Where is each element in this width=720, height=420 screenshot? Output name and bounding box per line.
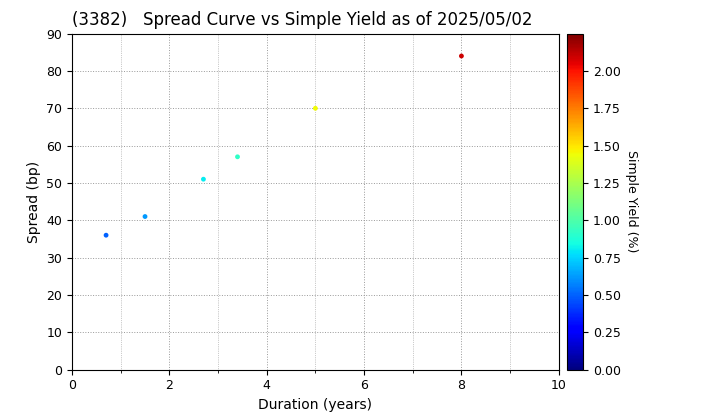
Point	[310, 105, 321, 112]
Y-axis label: Spread (bp): Spread (bp)	[27, 160, 41, 243]
X-axis label: Duration (years): Duration (years)	[258, 398, 372, 412]
Point	[198, 176, 210, 183]
Point	[100, 232, 112, 239]
Text: (3382)   Spread Curve vs Simple Yield as of 2025/05/02: (3382) Spread Curve vs Simple Yield as o…	[72, 11, 533, 29]
Point	[232, 153, 243, 160]
Point	[456, 52, 467, 59]
Point	[139, 213, 150, 220]
Y-axis label: Simple Yield (%): Simple Yield (%)	[625, 150, 638, 253]
